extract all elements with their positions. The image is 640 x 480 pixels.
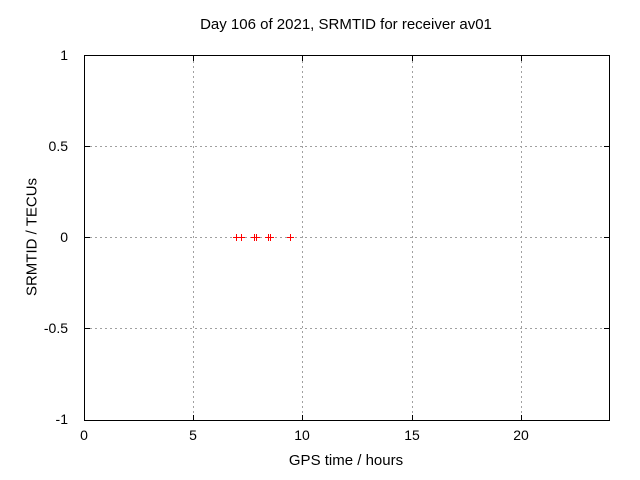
- y-tick-label-0.5: 0.5: [48, 138, 68, 154]
- x-tick-top-15: [412, 56, 413, 61]
- x-tick-top-20: [521, 56, 522, 61]
- gridline-y--0.5: [85, 328, 609, 329]
- gridline-x-10: [302, 56, 303, 420]
- data-point-marker: [233, 234, 240, 241]
- data-point-marker: [267, 234, 274, 241]
- x-tick-label-5: 5: [189, 427, 197, 443]
- data-point-marker: [253, 234, 260, 241]
- y-tick-right-0: [604, 237, 609, 238]
- y-tick-left-0: [85, 237, 90, 238]
- y-tick-label--0.5: -0.5: [43, 320, 68, 336]
- y-tick-left--0.5: [85, 328, 90, 329]
- y-tick-label-0: 0: [60, 229, 68, 245]
- y-tick-label-1: 1: [60, 47, 68, 63]
- y-tick-left-0.5: [85, 146, 90, 147]
- gridline-y-0.5: [85, 146, 609, 147]
- x-tick-label-20: 20: [513, 427, 529, 443]
- x-tick-bottom-5: [193, 415, 194, 420]
- gridline-x-5: [193, 56, 194, 420]
- y-tick-right--0.5: [604, 328, 609, 329]
- gridline-y-0: [85, 237, 609, 238]
- chart-title: Day 106 of 2021, SRMTID for receiver av0…: [200, 16, 492, 33]
- x-tick-bottom-15: [412, 415, 413, 420]
- gridline-x-20: [521, 56, 522, 420]
- x-tick-bottom-10: [302, 415, 303, 420]
- x-tick-top-5: [193, 56, 194, 61]
- plot-area: [84, 55, 610, 421]
- y-tick-label--1: -1: [55, 411, 68, 427]
- y-tick-right-0.5: [604, 146, 609, 147]
- x-axis-label: GPS time / hours: [288, 452, 404, 469]
- x-tick-label-15: 15: [404, 427, 420, 443]
- gridline-x-15: [412, 56, 413, 420]
- x-tick-label-0: 0: [80, 427, 88, 443]
- x-tick-top-10: [302, 56, 303, 61]
- x-tick-bottom-20: [521, 415, 522, 420]
- data-point-marker: [287, 234, 294, 241]
- data-point-marker: [238, 234, 245, 241]
- x-tick-label-10: 10: [294, 427, 310, 443]
